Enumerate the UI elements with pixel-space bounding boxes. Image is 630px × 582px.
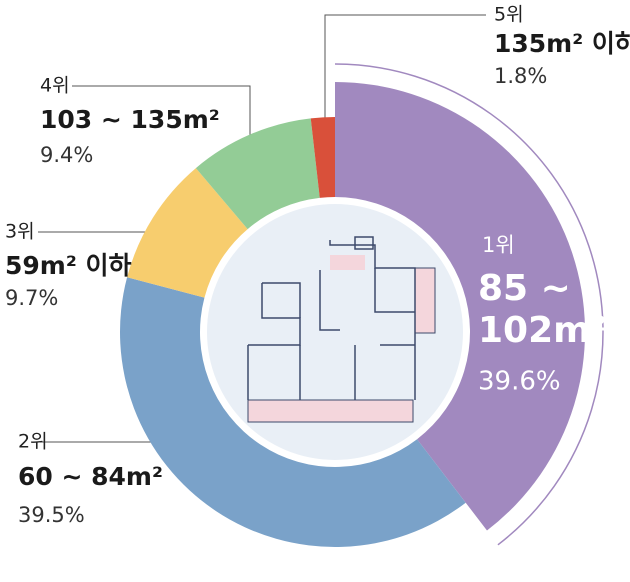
pie-slice [335, 82, 586, 531]
pie-slice [310, 117, 335, 198]
percent-label: 1.8% [494, 64, 547, 88]
percent-label: 39.6% [478, 367, 561, 397]
rank-label: 4위 [40, 75, 70, 97]
size-label: 59m² 이하 [5, 251, 132, 280]
percent-label: 39.5% [18, 503, 85, 527]
size-label: 60 ~ 84m² [18, 462, 163, 491]
size-label: 135m² 이하 [494, 29, 630, 58]
percent-label: 9.4% [40, 143, 93, 167]
rank-label: 1위 [482, 233, 515, 257]
rank-label: 3위 [5, 221, 35, 243]
size-label: 103 ~ 135m² [40, 105, 220, 134]
rank-label: 5위 [494, 4, 524, 26]
pie [120, 63, 604, 547]
rank-label: 2위 [18, 431, 48, 453]
pie-slice [195, 118, 320, 230]
size-label: 85 ~ 102m² [478, 268, 606, 351]
slice-outline-arc [334, 63, 604, 546]
floor-plan [247, 236, 436, 423]
pie-slice [127, 168, 248, 298]
percent-label: 9.7% [5, 286, 58, 310]
pie-slice [120, 277, 466, 547]
